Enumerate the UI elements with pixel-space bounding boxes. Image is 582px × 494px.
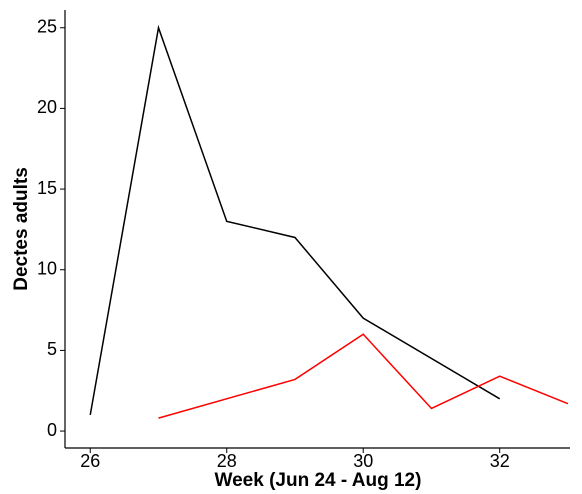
line-series	[89, 24, 501, 416]
y-tick-label: 0	[47, 420, 57, 440]
line-series	[158, 333, 569, 419]
y-tick-label: 15	[37, 178, 57, 198]
x-tick-label: 32	[490, 451, 510, 471]
y-axis-title: Dectes adults	[11, 167, 32, 291]
y-tick-label: 10	[37, 258, 57, 278]
x-tick-label: 26	[80, 451, 100, 471]
x-tick-label: 28	[217, 451, 237, 471]
y-tick-label: 20	[37, 97, 57, 117]
y-tick-label: 5	[47, 339, 57, 359]
y-tick-label: 25	[37, 16, 57, 36]
x-tick-label: 30	[353, 451, 373, 471]
x-axis-title: Week (Jun 24 - Aug 12)	[215, 470, 422, 491]
